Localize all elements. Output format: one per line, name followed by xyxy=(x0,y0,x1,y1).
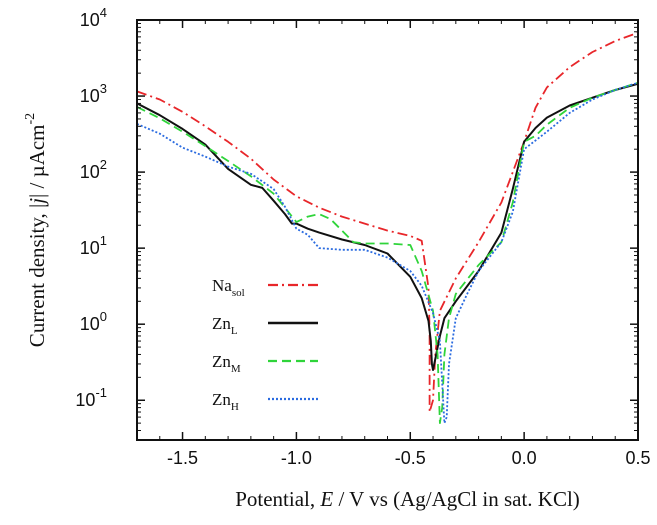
series-line-zn-h xyxy=(137,81,638,424)
series-layer xyxy=(137,31,638,424)
series-line-zn-l xyxy=(137,82,638,371)
x-tick-label: -1.0 xyxy=(281,448,312,468)
x-axis-title: Potential, E / V vs (Ag/AgCl in sat. KCl… xyxy=(235,487,580,511)
x-tick-label: -1.5 xyxy=(167,448,198,468)
x-tick-label: 0.0 xyxy=(512,448,537,468)
x-tick-label: 0.5 xyxy=(625,448,650,468)
series-line-na-sol xyxy=(137,31,638,413)
legend-label: ZnH xyxy=(212,390,239,413)
series-line-zn-m xyxy=(137,81,638,424)
y-axis-title: Current density, |j| / µAcm-2 xyxy=(23,113,49,347)
legend-label: Nasol xyxy=(212,276,245,299)
legend-label: ZnL xyxy=(212,314,238,337)
y-tick-label: 104 xyxy=(80,5,107,30)
y-tick-label: 102 xyxy=(80,157,107,182)
legend-label: ZnM xyxy=(212,352,241,375)
y-tick-label: 10-1 xyxy=(75,385,107,410)
ticks-layer: -1.5 -1.0 -0.5 0.0 0.5 10-1 100 101 102 103 104 xyxy=(75,5,650,468)
y-tick-label: 100 xyxy=(80,309,107,334)
legend: Nasol ZnL ZnM ZnH xyxy=(212,276,318,413)
y-tick-label: 103 xyxy=(80,81,107,106)
x-tick-label: -0.5 xyxy=(395,448,426,468)
y-tick-label: 101 xyxy=(80,233,107,258)
